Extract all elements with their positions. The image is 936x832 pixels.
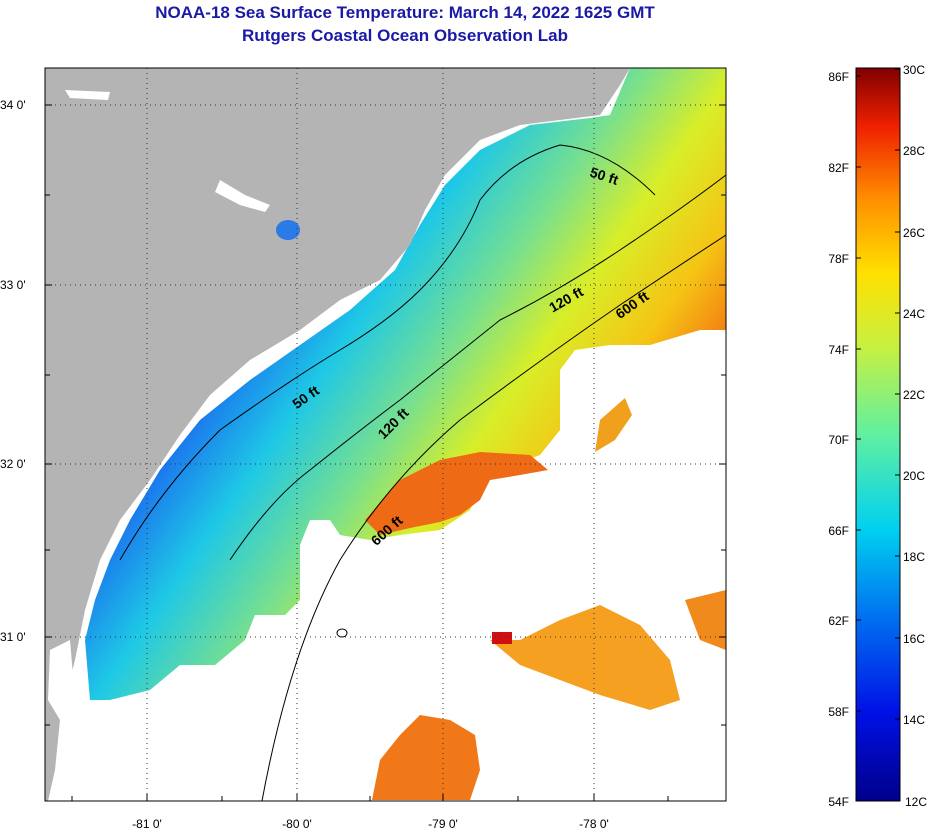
colorbar-c-label: 30C bbox=[903, 63, 925, 77]
colorbar-f-label: 70F bbox=[828, 433, 849, 447]
colorbar-f-label: 74F bbox=[828, 343, 849, 357]
colorbar-ticks bbox=[856, 68, 900, 720]
colorbar-f-label: 78F bbox=[828, 252, 849, 266]
colorbar-c-label: 28C bbox=[903, 144, 925, 158]
colorbar-c-label: 20C bbox=[903, 469, 925, 483]
colorbar-f-label: 54F bbox=[828, 795, 849, 809]
lon-label-80: -80 0' bbox=[282, 817, 312, 831]
lat-label-32: 32 0' bbox=[0, 457, 26, 471]
isobath-600ft bbox=[261, 234, 726, 801]
warm-eddy bbox=[365, 452, 548, 535]
colorbar-f-label: 66F bbox=[828, 524, 849, 538]
warm-patch-southeast bbox=[490, 605, 680, 710]
warm-patch-ne bbox=[595, 398, 632, 452]
colorbar-c-label: 16C bbox=[903, 632, 925, 646]
lon-label-78: -78 0' bbox=[579, 817, 609, 831]
warm-spot bbox=[492, 632, 512, 644]
lon-label-81: -81 0' bbox=[132, 817, 162, 831]
lat-label-34: 34 0' bbox=[0, 98, 26, 112]
colorbar-c-label: 14C bbox=[903, 713, 925, 727]
warm-patch-south bbox=[372, 715, 480, 800]
colorbar-c-label: 22C bbox=[903, 388, 925, 402]
colorbar-c-label: 26C bbox=[903, 226, 925, 240]
graticule bbox=[45, 68, 726, 801]
colorbar-c-label: 18C bbox=[903, 550, 925, 564]
map-title: NOAA-18 Sea Surface Temperature: March 1… bbox=[155, 3, 655, 22]
land-mass bbox=[45, 68, 630, 801]
map-subtitle: Rutgers Coastal Ocean Observation Lab bbox=[242, 26, 568, 45]
sst-field bbox=[85, 68, 726, 700]
inland-lake bbox=[276, 220, 300, 240]
colorbar-f-label: 82F bbox=[828, 161, 849, 175]
lon-label-79: -79 0' bbox=[428, 817, 458, 831]
colorbar-f-label: 58F bbox=[828, 705, 849, 719]
isobath-small-ring bbox=[336, 628, 348, 638]
coastal-cloud bbox=[48, 640, 75, 720]
warm-patch-east bbox=[685, 590, 726, 650]
colorbar-c-label: 24C bbox=[903, 307, 925, 321]
inland-cloud-1 bbox=[215, 180, 270, 212]
colorbar bbox=[855, 67, 901, 802]
axis-ticks bbox=[45, 104, 726, 801]
inland-cloud-2 bbox=[65, 90, 110, 100]
colorbar-f-label: 62F bbox=[828, 614, 849, 628]
colorbar-c-label: 12C bbox=[905, 795, 927, 809]
isobath-120ft bbox=[229, 174, 726, 561]
isobath-50ft bbox=[119, 144, 656, 561]
colorbar-f-label: 86F bbox=[828, 70, 849, 84]
lat-label-31: 31 0' bbox=[0, 630, 26, 644]
lat-label-33: 33 0' bbox=[0, 278, 26, 292]
